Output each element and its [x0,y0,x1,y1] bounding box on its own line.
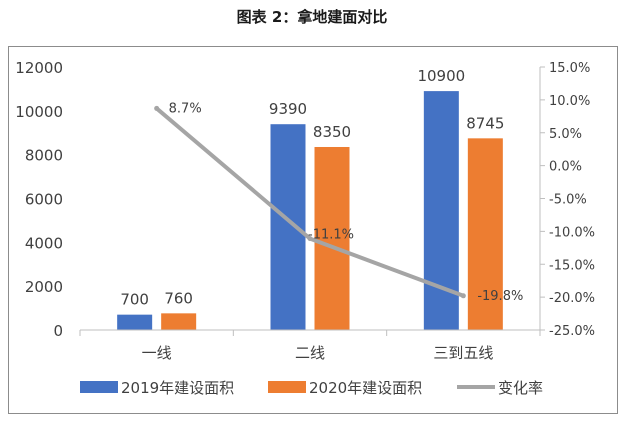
y-right-tick-label: -10.0% [549,225,595,240]
x-category-label: 二线 [295,344,325,362]
y-left-tick-label: 12000 [15,59,63,77]
y-left-tick-label: 6000 [25,191,63,209]
y-right-tick-label: 15.0% [549,61,590,76]
y-left-tick-label: 0 [53,322,63,340]
change-rate-point [307,236,313,242]
change-rate-point [154,105,160,111]
y-right-tick-label: -15.0% [549,258,595,273]
bar [467,138,503,330]
bar-data-label: 760 [164,289,193,307]
bar-data-label: 8350 [313,123,351,141]
y-right-tick-label: 10.0% [549,94,590,109]
bar [161,313,197,330]
chart-title: 图表 2：拿地建面对比 [236,8,388,26]
bar-data-label: 9390 [269,100,307,118]
change-rate-data-label: -11.1% [308,228,354,243]
bar-data-label: 10900 [417,67,465,85]
bar-data-label: 700 [120,291,149,309]
legend-swatch [80,381,118,393]
x-category-label: 三到五线 [433,344,493,362]
change-rate-point [460,293,466,299]
chart-frame [8,46,618,414]
bar [117,314,153,330]
y-right-tick-label: 0.0% [549,160,582,175]
legend-swatch [268,381,306,393]
legend-label: 2019年建设面积 [121,379,234,397]
x-category-label: 一线 [142,344,172,362]
change-rate-data-label: -19.8% [477,289,523,304]
bar-data-label: 8745 [466,114,504,132]
y-right-tick-label: -5.0% [549,193,587,208]
change-rate-data-label: 8.7% [169,101,202,116]
y-left-tick-label: 2000 [25,278,63,296]
y-left-tick-label: 4000 [25,234,63,252]
y-left-tick-label: 8000 [25,147,63,165]
y-right-tick-label: -25.0% [549,324,595,339]
change-rate-line [155,106,465,298]
bar [270,124,306,330]
bar [314,146,350,330]
legend-label: 变化率 [498,379,543,397]
y-right-tick-label: 5.0% [549,127,582,142]
y-left-tick-label: 10000 [15,103,63,121]
legend-label: 2020年建设面积 [309,379,422,397]
y-right-tick-label: -20.0% [549,291,595,306]
